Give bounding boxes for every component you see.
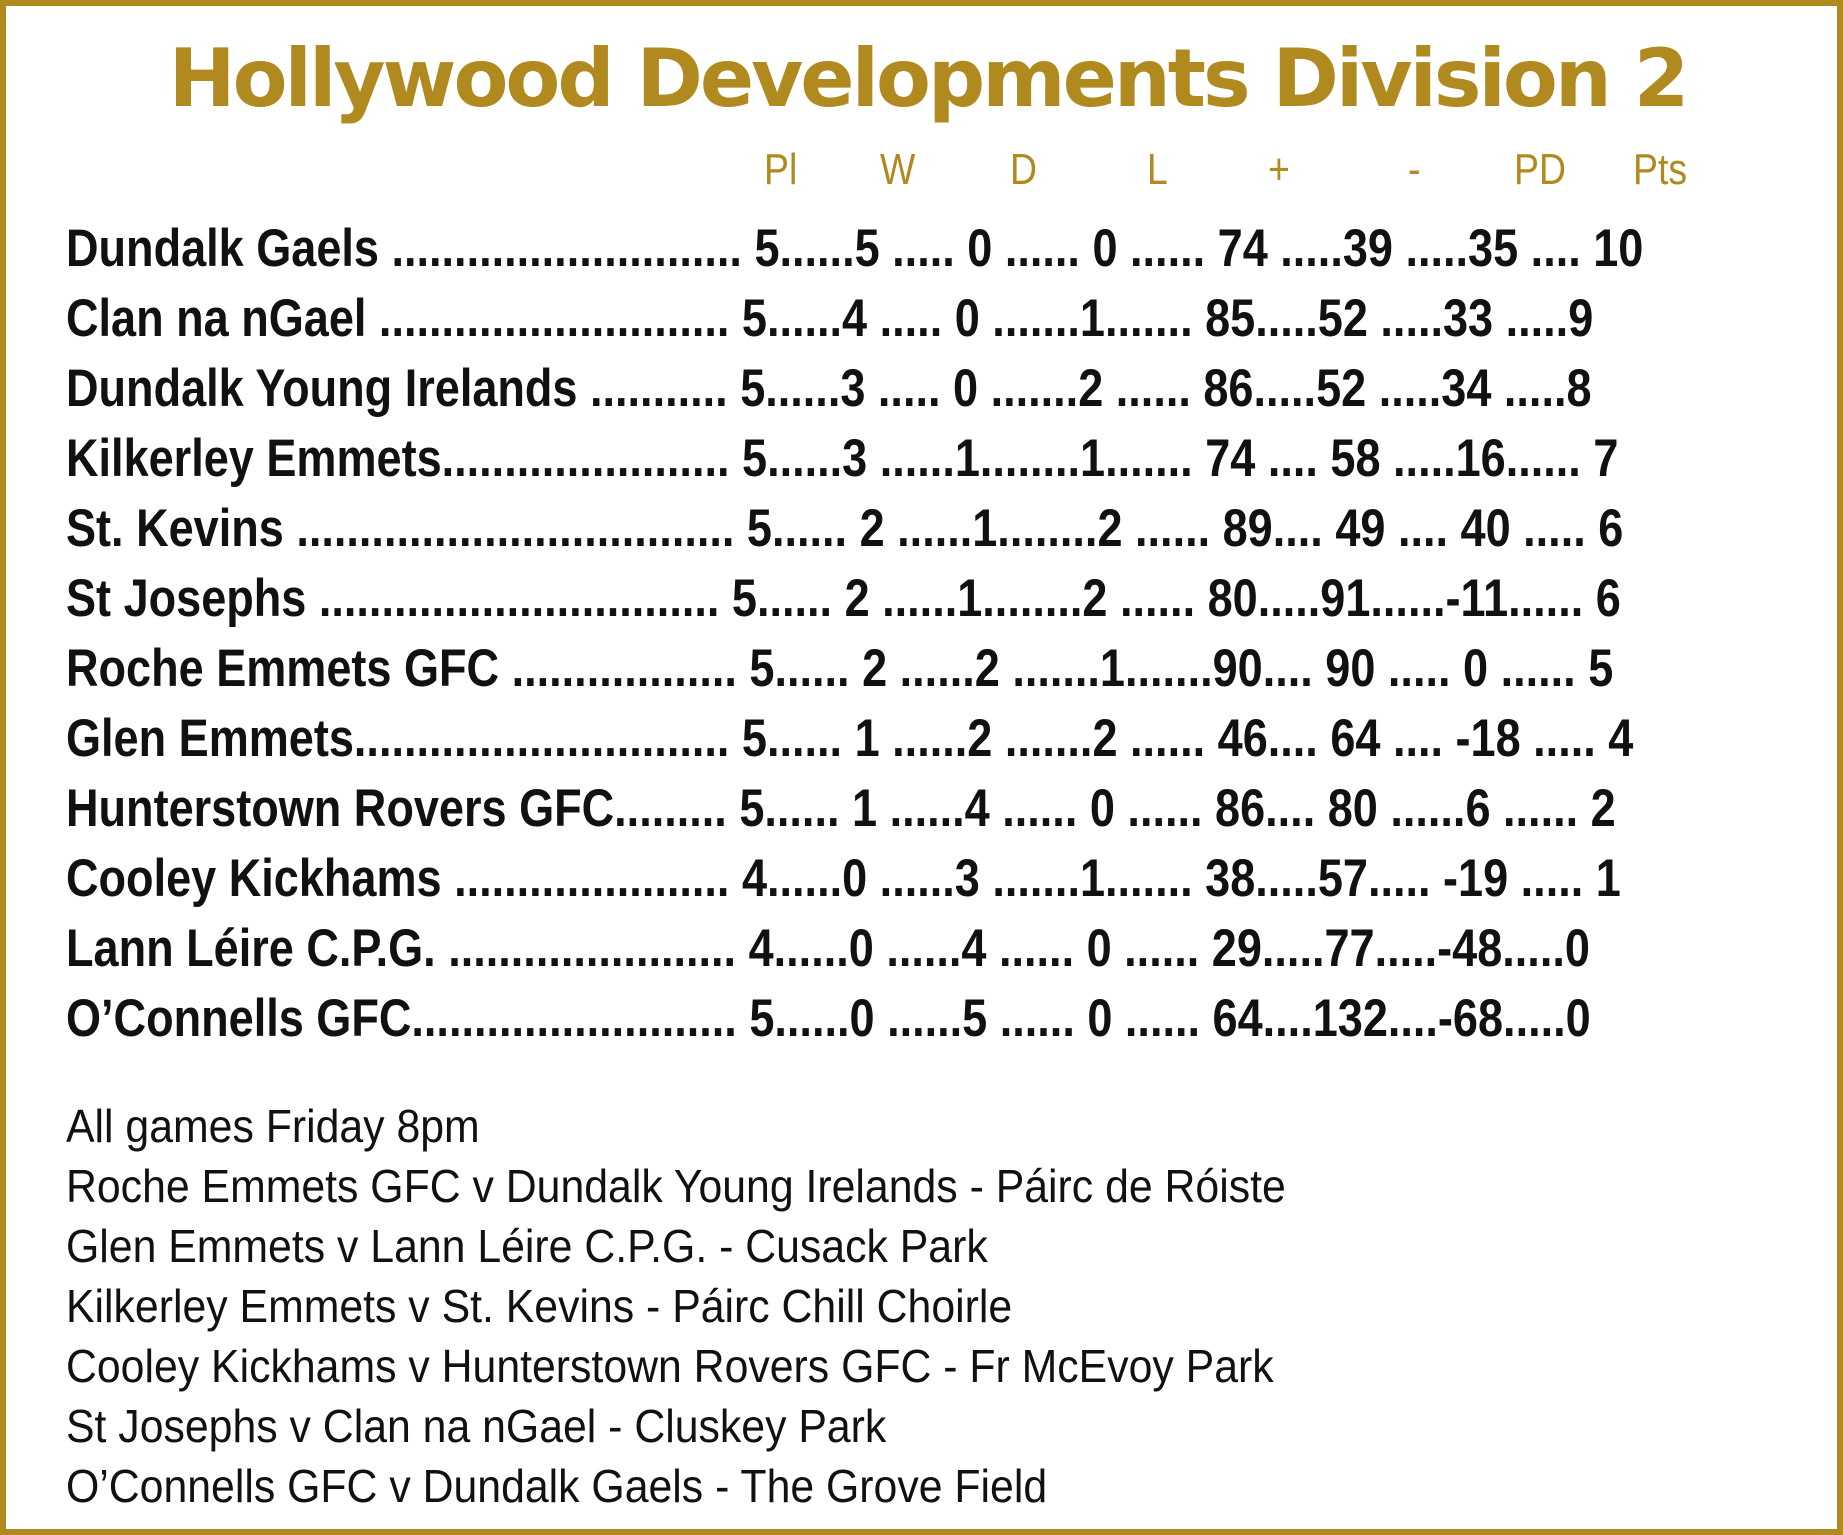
- fixtures-note: All games Friday 8pm: [66, 1100, 480, 1152]
- table-row: Hunterstown Rovers GFC......... 5...... …: [66, 779, 1616, 838]
- fixture-item: Glen Emmets v Lann Léire C.P.G. - Cusack…: [66, 1220, 988, 1272]
- column-header-against: -: [1408, 145, 1421, 194]
- table-row: Dundalk Young Irelands ........... 5....…: [66, 359, 1592, 418]
- table-row: St. Kevins .............................…: [66, 499, 1624, 558]
- table-row: Lann Léire C.P.G. ......................…: [66, 919, 1590, 978]
- column-header-won: W: [880, 145, 916, 194]
- table-row: Kilkerley Emmets....................... …: [66, 429, 1619, 488]
- column-header-lost: L: [1147, 145, 1168, 194]
- fixture-item: St Josephs v Clan na nGael - Cluskey Par…: [66, 1400, 887, 1452]
- table-row: Glen Emmets.............................…: [66, 709, 1634, 768]
- fixture-item: Roche Emmets GFC v Dundalk Young Ireland…: [66, 1160, 1286, 1212]
- table-row: Clan na nGael ..........................…: [66, 289, 1594, 348]
- column-header-points: Pts: [1633, 145, 1688, 194]
- league-table: Dundalk Gaels ..........................…: [66, 214, 1843, 1054]
- column-header-for: +: [1268, 145, 1290, 194]
- page-title: Hollywood Developments Division 2: [168, 32, 1690, 125]
- fixture-item: O’Connells GFC v Dundalk Gaels - The Gro…: [66, 1460, 1048, 1512]
- column-header-drawn: D: [1010, 145, 1038, 194]
- table-row: O’Connells GFC..........................…: [66, 989, 1591, 1048]
- fixtures-list: All games Friday 8pm Roche Emmets GFC v …: [66, 1096, 1378, 1516]
- table-row: St Josephs .............................…: [66, 569, 1621, 628]
- fixture-item: Kilkerley Emmets v St. Kevins - Páirc Ch…: [66, 1280, 1013, 1332]
- table-row: Roche Emmets GFC .................. 5...…: [66, 639, 1614, 698]
- table-row: Dundalk Gaels ..........................…: [66, 219, 1644, 278]
- column-header-points-difference: PD: [1514, 145, 1566, 194]
- table-row: Cooley Kickhams ...................... 4…: [66, 849, 1621, 908]
- fixture-item: Cooley Kickhams v Hunterstown Rovers GFC…: [66, 1340, 1274, 1392]
- column-header-played: Pl: [764, 145, 798, 194]
